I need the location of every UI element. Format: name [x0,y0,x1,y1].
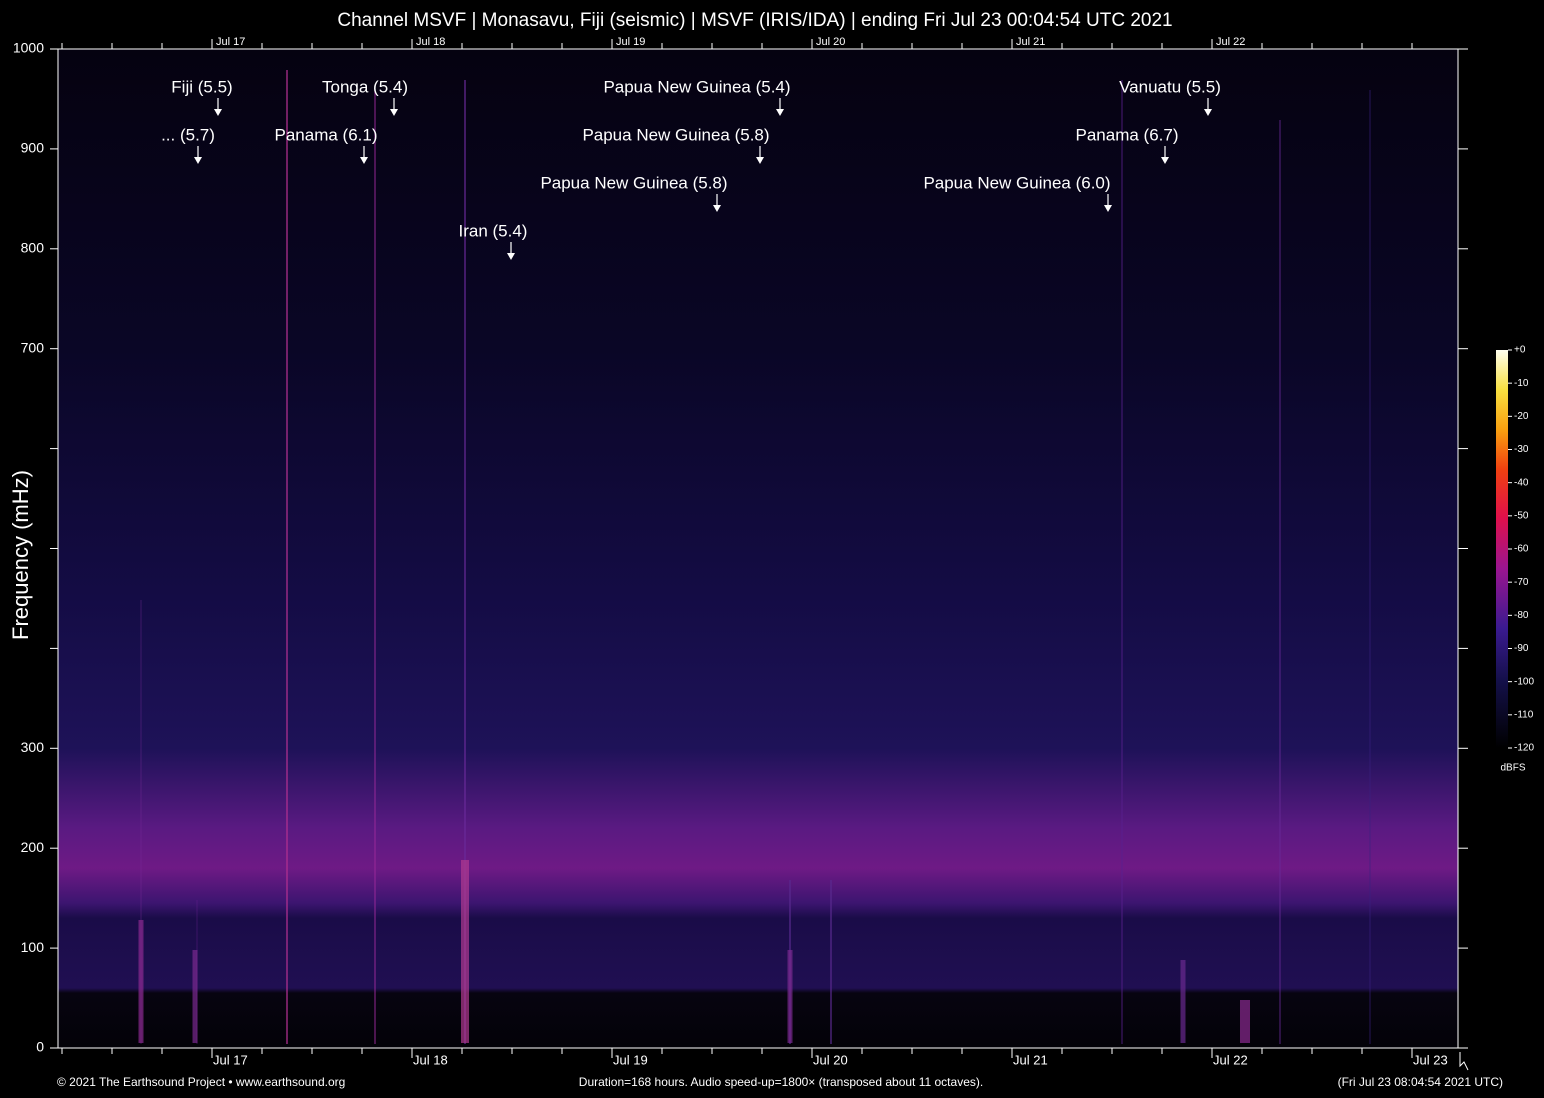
x-tick-label-top: Jul 22 [1216,36,1245,48]
streak-blob [787,950,793,1043]
x-tick-label: Jul 23 [1413,1052,1448,1067]
y-tick-label: 1000 [13,40,44,56]
x-tick-label: Jul 20 [813,1052,848,1067]
y-tick-label: 900 [21,140,45,156]
y-tick-label: 300 [21,739,45,755]
streak-blob [192,950,198,1043]
colorbar-tick-label: -110 [1514,709,1534,720]
annotation: Vanuatu (5.5) [1119,77,1221,96]
annotation-arrowhead [1161,157,1169,164]
colorbar-tick-label: -40 [1514,477,1529,488]
colorbar-tick-label: -120 [1514,743,1534,754]
annotation-arrowhead [360,157,368,164]
streak-blob [1180,960,1186,1043]
footer-center: Duration=168 hours. Audio speed-up=1800×… [579,1075,983,1089]
annotation-arrowhead [390,109,398,116]
y-tick-label: 200 [21,839,45,855]
x-tick-label: Jul 17 [213,1052,248,1067]
x-tick-label: Jul 19 [613,1052,648,1067]
chart-title: Channel MSVF | Monasavu, Fiji (seismic) … [337,10,1172,31]
spectrogram-streaks [138,70,1371,1044]
annotation-arrowhead [713,205,721,212]
colorbar-tick-label: -60 [1514,544,1529,555]
cursor [1459,1052,1469,1071]
footer-left: © 2021 The Earthsound Project • www.eart… [57,1075,345,1089]
annotation-arrowhead [776,109,784,116]
x-tick-label-top: Jul 20 [816,36,845,48]
annotation: Papua New Guinea (6.0) [923,173,1110,192]
colorbar-tick-label: -10 [1514,378,1529,389]
annotation-arrowhead [507,253,515,260]
colorbar-tick-label: -30 [1514,444,1529,455]
x-tick-label-top: Jul 18 [416,36,445,48]
streak-blob [138,920,144,1043]
annotation-arrowhead [756,157,764,164]
annotation: Tonga (5.4) [322,77,408,96]
spectrogram [58,49,1458,1048]
y-axis-label: Frequency (mHz) [8,470,33,640]
y-tick-label: 0 [36,1039,44,1055]
streak-blob [1240,1000,1250,1043]
annotation-arrowhead [194,157,202,164]
annotation: Iran (5.4) [459,221,528,240]
y-tick-label: 800 [21,240,45,256]
x-tick-label-top: Jul 19 [616,36,645,48]
colorbar-tick-label: -90 [1514,643,1529,654]
x-tick-label: Jul 21 [1013,1052,1048,1067]
x-tick-label-top: Jul 17 [216,36,245,48]
colorbar-tick-label: -70 [1514,577,1529,588]
streak-blob [461,860,469,1043]
colorbar-tick-label: -80 [1514,610,1529,621]
y-tick-label: 700 [21,339,45,355]
colorbar [1496,350,1508,748]
colorbar-tick-label: -50 [1514,510,1529,521]
annotation: Fiji (5.5) [171,77,232,96]
colorbar-tick-label: -20 [1514,411,1529,422]
annotation: Papua New Guinea (5.8) [540,173,727,192]
x-tick-label: Jul 22 [1213,1052,1248,1067]
x-tick-label: Jul 18 [413,1052,448,1067]
colorbar-tick-label: -100 [1514,676,1534,687]
x-tick-label-top: Jul 21 [1016,36,1045,48]
annotation: ... (5.7) [161,125,215,144]
annotation-arrowhead [1204,109,1212,116]
colorbar-label: dBFS [1500,763,1525,774]
annotation-arrowhead [1104,205,1112,212]
footer-right: (Fri Jul 23 08:04:54 2021 UTC) [1338,1075,1503,1089]
annotation-arrowhead [214,109,222,116]
annotation: Papua New Guinea (5.8) [582,125,769,144]
y-tick-label: 100 [21,939,45,955]
colorbar-tick-label: +0 [1514,345,1526,356]
annotation: Panama (6.7) [1076,125,1179,144]
annotation: Papua New Guinea (5.4) [603,77,790,96]
annotation: Panama (6.1) [275,125,378,144]
